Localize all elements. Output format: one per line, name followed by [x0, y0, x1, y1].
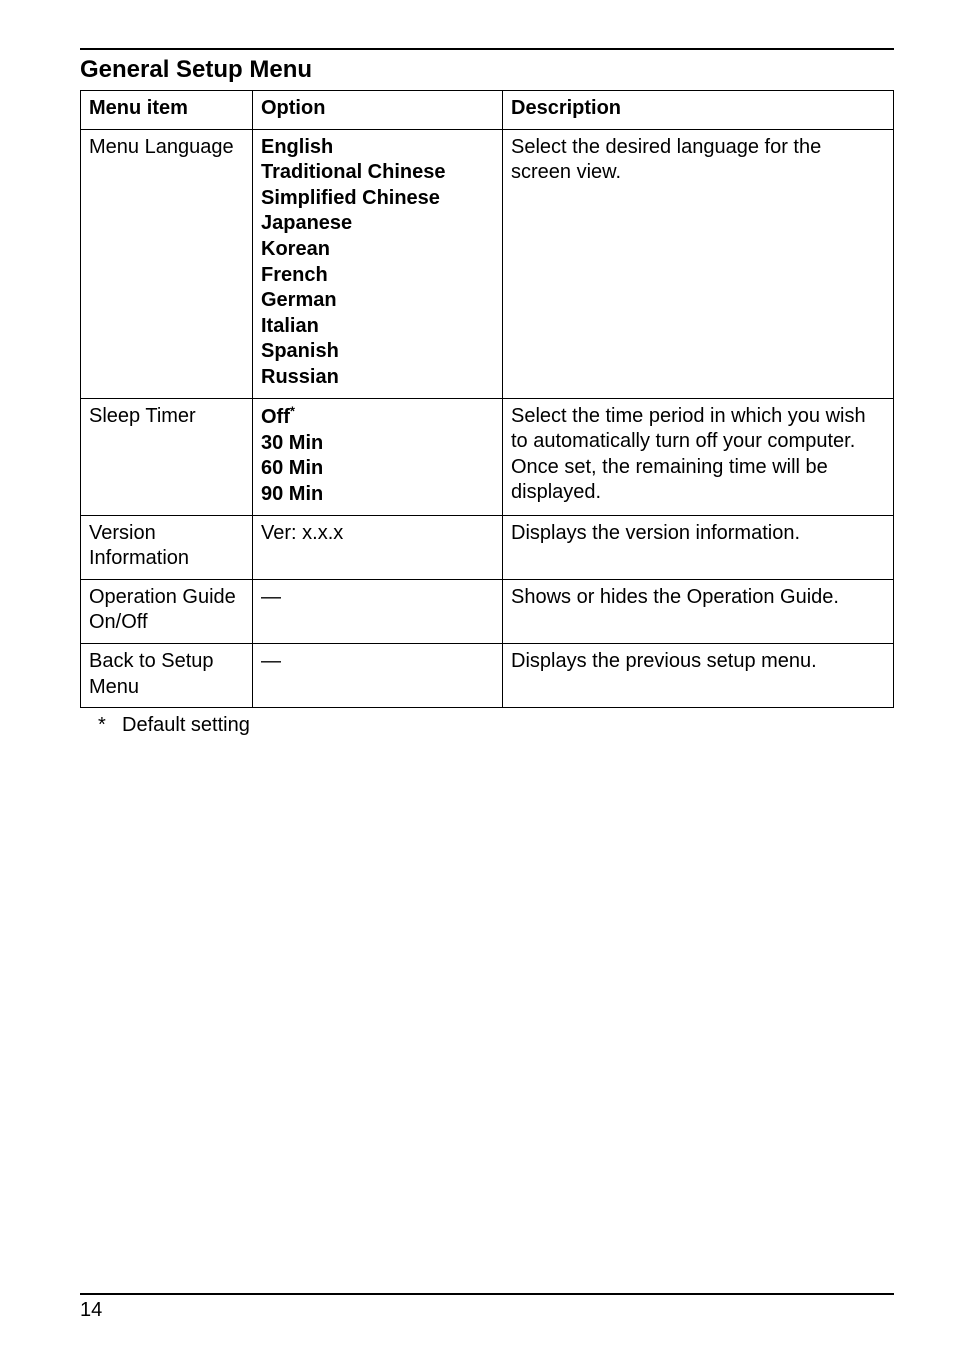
cell-menu-item: Operation Guide On/Off — [81, 579, 253, 643]
row-sleep-timer: Sleep Timer Off* 30 Min 60 Min 90 Min Se… — [81, 398, 894, 515]
option-off: Off* — [261, 406, 295, 428]
default-marker: * — [290, 404, 295, 419]
option-japanese: Japanese — [261, 212, 352, 234]
top-rule — [80, 48, 894, 50]
header-option: Option — [253, 91, 503, 130]
cell-option: English Traditional Chinese Simplified C… — [253, 129, 503, 398]
option-trad-chinese: Traditional Chinese — [261, 161, 445, 183]
row-operation-guide: Operation Guide On/Off — Shows or hides … — [81, 579, 894, 643]
option-german: German — [261, 289, 337, 311]
option-korean: Korean — [261, 238, 330, 260]
cell-description: Displays the version information. — [503, 515, 894, 579]
footnote-marker: * — [98, 714, 122, 737]
general-setup-table: Menu item Option Description Menu Langua… — [80, 90, 894, 708]
cell-option: — — [253, 579, 503, 643]
option-italian: Italian — [261, 315, 319, 337]
cell-description: Displays the previous setup menu. — [503, 643, 894, 707]
option-russian: Russian — [261, 366, 339, 388]
option-60min: 60 Min — [261, 457, 323, 479]
section-title: General Setup Menu — [80, 56, 894, 84]
footer-rule — [80, 1293, 894, 1295]
footnote: *Default setting — [80, 714, 894, 737]
cell-description: Select the desired language for the scre… — [503, 129, 894, 398]
option-90min: 90 Min — [261, 483, 323, 505]
cell-menu-item: Menu Language — [81, 129, 253, 398]
option-off-label: Off — [261, 406, 290, 428]
option-simp-chinese: Simplified Chinese — [261, 187, 440, 209]
option-30min: 30 Min — [261, 432, 323, 454]
cell-menu-item: Back to Setup Menu — [81, 643, 253, 707]
row-version-info: Version Information Ver: x.x.x Displays … — [81, 515, 894, 579]
cell-description: Select the time period in which you wish… — [503, 398, 894, 515]
document-page: General Setup Menu Menu item Option Desc… — [0, 0, 954, 1352]
option-spanish: Spanish — [261, 340, 339, 362]
option-french: French — [261, 264, 328, 286]
cell-option: Ver: x.x.x — [253, 515, 503, 579]
option-english: English — [261, 136, 333, 158]
row-menu-language: Menu Language English Traditional Chines… — [81, 129, 894, 398]
cell-option: — — [253, 643, 503, 707]
cell-option: Off* 30 Min 60 Min 90 Min — [253, 398, 503, 515]
row-back-setup: Back to Setup Menu — Displays the previo… — [81, 643, 894, 707]
footnote-text: Default setting — [122, 714, 250, 736]
page-footer: 14 — [80, 1293, 894, 1322]
cell-menu-item: Sleep Timer — [81, 398, 253, 515]
page-number: 14 — [80, 1299, 894, 1322]
header-description: Description — [503, 91, 894, 130]
cell-menu-item: Version Information — [81, 515, 253, 579]
header-menu-item: Menu item — [81, 91, 253, 130]
cell-description: Shows or hides the Operation Guide. — [503, 579, 894, 643]
table-header-row: Menu item Option Description — [81, 91, 894, 130]
